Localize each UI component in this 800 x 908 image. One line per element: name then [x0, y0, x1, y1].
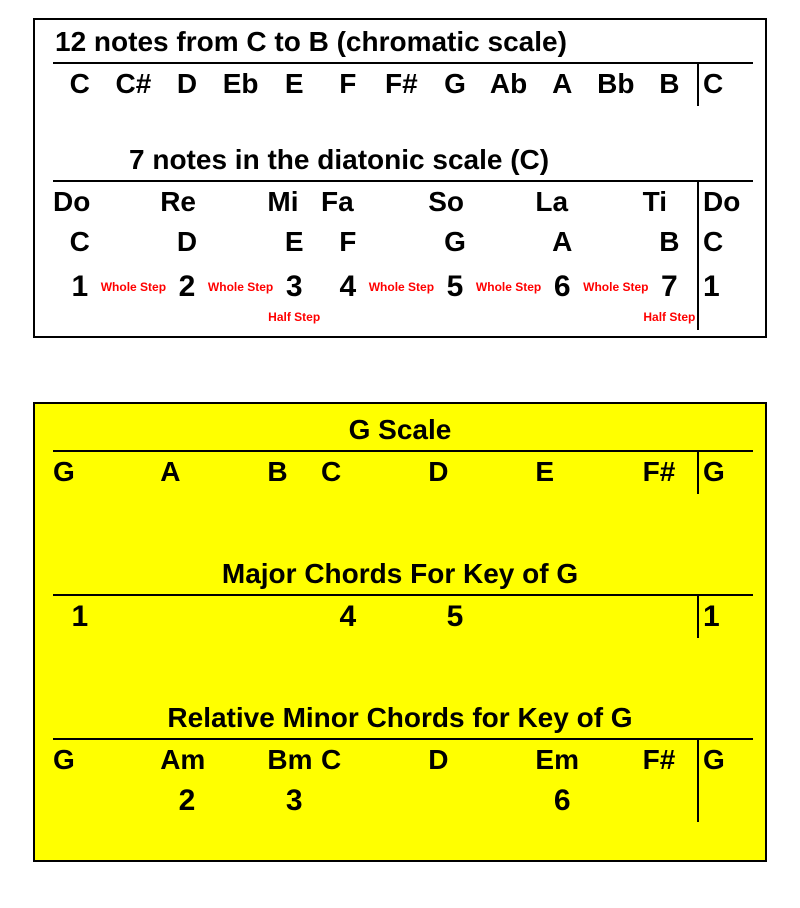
cell: 3 — [267, 784, 321, 818]
cell: A — [160, 456, 214, 488]
chromatic-diatonic-panel: 12 notes from C to B (chromatic scale) 7… — [33, 18, 767, 338]
cell: 6 — [535, 270, 589, 304]
cell: Bm — [267, 744, 321, 776]
cell: 1 — [53, 600, 107, 634]
cell: B — [643, 68, 697, 100]
cell-right: Do — [703, 186, 763, 218]
cell: Bb — [589, 68, 643, 100]
cell: C — [53, 68, 107, 100]
cell: D — [160, 226, 214, 258]
cell: D — [160, 68, 214, 100]
cell: Ti — [643, 186, 697, 218]
g-key-panel: G Scale Major Chords For Key of G Relati… — [33, 402, 767, 862]
cell: 5 — [428, 600, 482, 634]
barline — [697, 450, 699, 494]
g-scale-underline — [53, 450, 753, 452]
whole-step-label: Whole Step — [476, 280, 542, 294]
cell: Mi — [267, 186, 321, 218]
cell: 4 — [321, 600, 375, 634]
cell: C — [53, 226, 107, 258]
cell: C# — [107, 68, 161, 100]
cell: G — [53, 744, 107, 776]
cell: F — [321, 226, 375, 258]
cell-right: G — [703, 456, 763, 488]
cell: G — [53, 456, 107, 488]
cell: C — [321, 456, 375, 488]
whole-step-label: Whole Step — [369, 280, 435, 294]
chromatic-underline — [53, 62, 753, 64]
cell: F — [321, 68, 375, 100]
major-chords-underline — [53, 594, 753, 596]
cell: A — [535, 226, 589, 258]
chromatic-title: 12 notes from C to B (chromatic scale) — [55, 26, 567, 58]
cell: A — [535, 68, 589, 100]
whole-step-label: Whole Step — [583, 280, 649, 294]
barline — [697, 594, 699, 638]
diatonic-underline — [53, 180, 753, 182]
whole-step-label: Whole Step — [101, 280, 167, 294]
cell: Am — [160, 744, 214, 776]
cell-right: 1 — [703, 600, 763, 634]
cell-right: C — [703, 68, 763, 100]
minor-chords-title: Relative Minor Chords for Key of G — [35, 702, 765, 734]
cell: Fa — [321, 186, 375, 218]
whole-step-label: Whole Step — [208, 280, 274, 294]
cell: Do — [53, 186, 107, 218]
diatonic-title: 7 notes in the diatonic scale (C) — [129, 144, 549, 176]
barline — [697, 62, 699, 106]
cell: Ab — [482, 68, 536, 100]
cell: B — [267, 456, 321, 488]
cell: 6 — [535, 784, 589, 818]
barline — [697, 738, 699, 822]
barline — [697, 180, 699, 330]
cell: 3 — [267, 270, 321, 304]
cell: 7 — [643, 270, 697, 304]
cell: E — [267, 68, 321, 100]
cell: C — [321, 744, 375, 776]
cell: La — [535, 186, 589, 218]
cell: Eb — [214, 68, 268, 100]
cell: D — [428, 744, 482, 776]
cell-right: G — [703, 744, 763, 776]
half-step-label: Half Step — [267, 310, 321, 324]
cell: G — [428, 226, 482, 258]
cell-right: C — [703, 226, 763, 258]
cell: 2 — [160, 270, 214, 304]
major-chords-title: Major Chords For Key of G — [35, 558, 765, 590]
cell: B — [643, 226, 697, 258]
cell: Em — [535, 744, 589, 776]
minor-chords-underline — [53, 738, 753, 740]
cell: So — [428, 186, 482, 218]
cell: 2 — [160, 784, 214, 818]
half-step-label: Half Step — [643, 310, 697, 324]
cell: 4 — [321, 270, 375, 304]
cell: E — [267, 226, 321, 258]
cell: 5 — [428, 270, 482, 304]
cell: E — [535, 456, 589, 488]
cell: F# — [643, 456, 697, 488]
cell: G — [428, 68, 482, 100]
cell-right: 1 — [703, 270, 763, 304]
cell: Re — [160, 186, 214, 218]
g-scale-title: G Scale — [35, 414, 765, 446]
cell: 1 — [53, 270, 107, 304]
cell: D — [428, 456, 482, 488]
cell: F# — [643, 744, 697, 776]
cell: F# — [375, 68, 429, 100]
